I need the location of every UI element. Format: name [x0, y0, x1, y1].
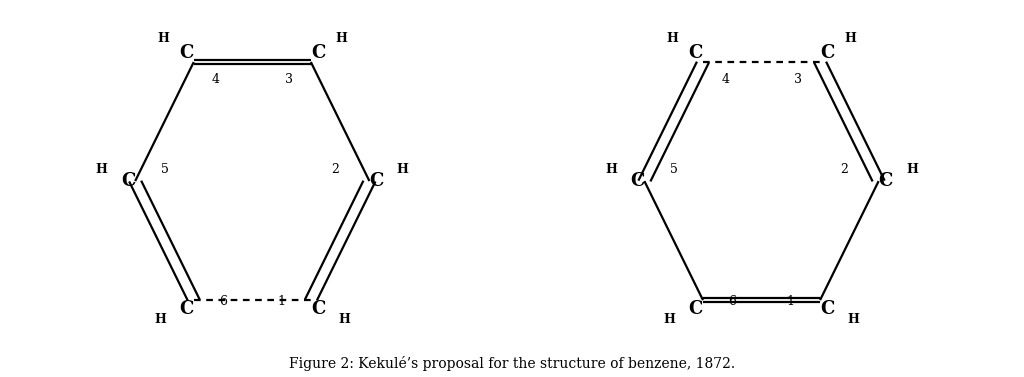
Text: C: C [311, 44, 326, 62]
Text: Figure 2: Kekulé’s proposal for the structure of benzene, 1872.: Figure 2: Kekulé’s proposal for the stru… [289, 356, 735, 371]
Text: H: H [667, 32, 679, 45]
Text: 6: 6 [728, 294, 736, 308]
Text: 5: 5 [161, 163, 169, 176]
Text: 4: 4 [721, 73, 729, 86]
Text: 6: 6 [219, 294, 227, 308]
Text: H: H [96, 163, 108, 176]
Text: H: H [848, 313, 859, 326]
Text: C: C [820, 44, 835, 62]
Text: 3: 3 [794, 73, 802, 86]
Text: C: C [179, 44, 194, 62]
Text: H: H [155, 313, 166, 326]
Text: 2: 2 [841, 163, 848, 176]
Text: 4: 4 [212, 73, 220, 86]
Text: C: C [311, 300, 326, 318]
Text: C: C [688, 44, 702, 62]
Text: H: H [906, 163, 918, 176]
Text: H: H [664, 313, 676, 326]
Text: C: C [179, 300, 194, 318]
Text: C: C [630, 172, 644, 190]
Text: 3: 3 [285, 73, 293, 86]
Text: C: C [121, 172, 135, 190]
Text: 1: 1 [278, 294, 286, 308]
Text: H: H [605, 163, 616, 176]
Text: C: C [370, 172, 384, 190]
Text: H: H [338, 313, 350, 326]
Text: 2: 2 [331, 163, 339, 176]
Text: 1: 1 [786, 294, 795, 308]
Text: 5: 5 [670, 163, 678, 176]
Text: H: H [845, 32, 856, 45]
Text: H: H [397, 163, 409, 176]
Text: C: C [688, 300, 702, 318]
Text: C: C [879, 172, 893, 190]
Text: C: C [820, 300, 835, 318]
Text: H: H [158, 32, 169, 45]
Text: H: H [335, 32, 347, 45]
